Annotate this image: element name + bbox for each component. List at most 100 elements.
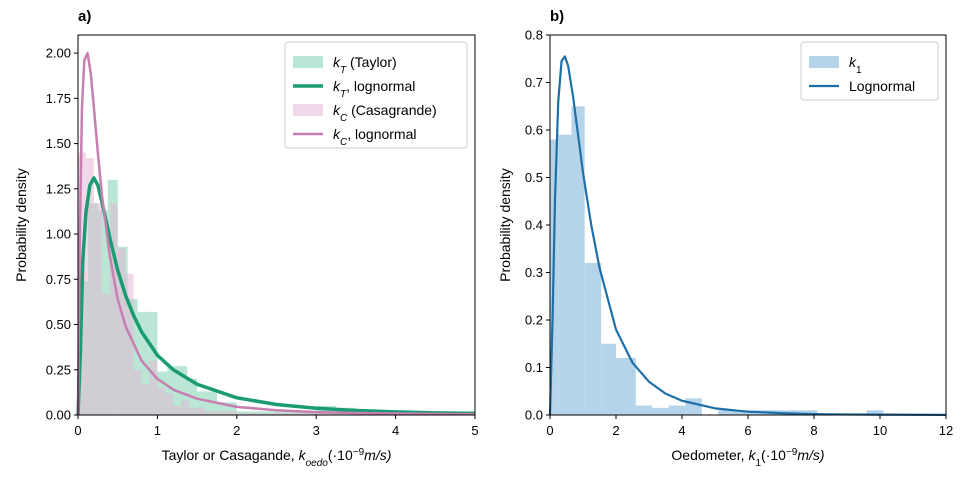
y-tick-label: 1.50: [46, 136, 71, 151]
text-span: (Casagrande): [347, 102, 437, 118]
histogram-bar: [85, 158, 94, 416]
y-tick-label: 0.6: [525, 123, 543, 138]
text-span: Lognormal: [849, 78, 915, 94]
panel-a: 0 1 2 3 4 5 0.00 0.25 0.50 0.75 1.00 1.25 1.50 1.75 2.…: [13, 8, 479, 469]
y-axis-label: Probability density: [13, 168, 29, 282]
legend-swatch-k1: [809, 56, 839, 68]
text-span: k: [333, 78, 341, 94]
x-tick-label: 2: [612, 423, 619, 438]
histogram-bar: [141, 384, 150, 415]
text-span: m/s): [364, 447, 391, 463]
text-span: k: [333, 54, 341, 70]
x-tick-label: 1: [154, 423, 161, 438]
text-span: oedo: [306, 458, 329, 469]
text-span: T: [340, 65, 347, 76]
histogram-bar: [635, 405, 653, 415]
histogram-bar: [157, 387, 166, 415]
histogram-k1: [550, 106, 884, 415]
text-span: m/s): [797, 447, 824, 463]
panel-b: 0 2 4 6 8 10 12 0.0 0.1 0.2 0.3 0.4 0.5 0.6 0.7 0.8 b) Pr…: [497, 8, 953, 469]
text-span: , lognormal: [346, 78, 415, 94]
text-span: k: [333, 126, 341, 142]
text-span: , lognormal: [347, 126, 416, 142]
legend-entry: kC (Casagrande): [333, 102, 437, 124]
histogram-bar: [101, 293, 110, 415]
histogram-bar: [558, 134, 572, 415]
x-axis-label: Oedometer, k1(·10−9m/s): [671, 447, 824, 469]
histogram-bar: [601, 343, 616, 415]
text-span: (·10: [328, 447, 353, 463]
histogram-bar: [167, 366, 178, 415]
text-span: C: [340, 137, 348, 148]
histogram-bar: [177, 366, 188, 415]
histogram-bar: [117, 248, 126, 415]
y-tick-label: 1.00: [46, 227, 71, 242]
y-tick-label: 0.7: [525, 75, 543, 90]
legend-entry: Lognormal: [849, 78, 915, 94]
y-axis-label: Probability density: [497, 168, 513, 282]
axes-frame: [77, 34, 476, 416]
histogram-bar: [866, 410, 884, 415]
text-span: 1: [755, 458, 761, 469]
x-tick-label: 2: [233, 423, 240, 438]
histogram-bar: [205, 411, 237, 415]
panel-label: b): [550, 8, 564, 25]
density-line-casagrande-lognormal: [76, 51, 476, 416]
legend-entry: kT, lognormal: [333, 78, 415, 100]
panel-label: a): [78, 8, 91, 25]
x-axis-label: Taylor or Casagande, koedo(·10−9m/s): [162, 447, 392, 469]
x-tick-label: 12: [939, 423, 953, 438]
text-span: T: [340, 89, 347, 100]
x-tick-label: 0: [546, 423, 553, 438]
legend: k1 Lognormal: [800, 41, 939, 101]
histogram-bar: [133, 369, 142, 415]
x-tick-label: 4: [678, 423, 685, 438]
histogram-bar: [571, 106, 585, 415]
y-tick-label: 0.4: [525, 218, 543, 233]
text-span: Taylor or Casagande,: [162, 447, 299, 463]
histogram-bar: [800, 410, 818, 415]
y-tick-label: 0.0: [525, 408, 543, 423]
y-tick-label: 0.1: [525, 360, 543, 375]
text-span: (·10: [761, 447, 786, 463]
histogram-bar: [685, 398, 702, 415]
histogram-bar: [149, 360, 158, 415]
x-tick-label: 4: [392, 423, 399, 438]
text-span: k: [333, 102, 341, 118]
histogram-bar: [165, 393, 174, 415]
text-span: −9: [353, 447, 365, 458]
y-tick-label: 0.3: [525, 265, 543, 280]
x-tick-label: 6: [744, 423, 751, 438]
x-tick-label: 0: [74, 423, 81, 438]
legend-entry: kC, lognormal: [333, 126, 417, 148]
y-tick-label: 2.00: [46, 46, 71, 61]
x-tick-label: 3: [313, 423, 320, 438]
histogram-bar: [173, 405, 182, 415]
legend-frame: [284, 41, 468, 149]
text-span: Oedometer,: [671, 447, 748, 463]
legend-swatch-taylor: [293, 56, 323, 68]
y-tick-label: 0.5: [525, 170, 543, 185]
legend-entry: k1: [849, 54, 862, 76]
y-tick-label: 1.25: [46, 181, 71, 196]
x-tick-label: 10: [873, 423, 887, 438]
text-span: k: [299, 447, 307, 463]
histogram-casagrande: [78, 152, 475, 416]
histogram-bar: [652, 407, 669, 415]
histogram-bar: [109, 203, 118, 415]
text-span: C: [340, 113, 348, 124]
histogram-bar: [93, 203, 102, 415]
text-span: (Taylor): [346, 54, 397, 70]
text-span: −9: [786, 447, 798, 458]
y-tick-label: 0.00: [46, 408, 71, 423]
density-line-taylor-lognormal: [76, 176, 476, 416]
y-tick-label: 0.8: [525, 28, 543, 43]
y-tick-label: 0.25: [46, 362, 71, 377]
histogram-bar: [207, 391, 217, 415]
text-span: k: [748, 447, 756, 463]
y-tick-label: 0.50: [46, 317, 71, 332]
histogram-bar: [189, 407, 206, 415]
density-line-lognormal: [548, 55, 947, 416]
